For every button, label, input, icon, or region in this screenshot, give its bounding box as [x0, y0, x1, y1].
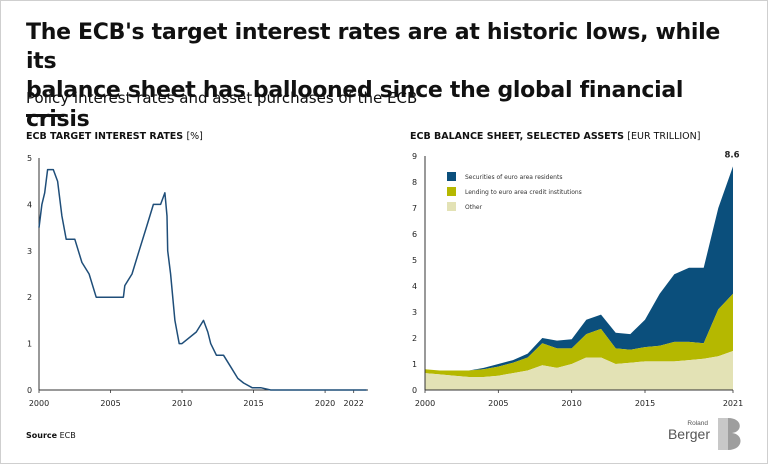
interest-y-tick-label: 3: [27, 247, 32, 256]
interest-y-tick-label: 1: [27, 340, 32, 349]
interest-x-tick-label: 2000: [29, 399, 49, 408]
balance-chart-unit: [EUR TRILLION]: [627, 131, 701, 142]
balance-y-tick-label: 4: [412, 282, 417, 291]
balance-x-tick-label: 2021: [723, 399, 743, 408]
balance-y-tick-label: 5: [412, 256, 417, 265]
balance-y-tick-label: 3: [412, 308, 417, 317]
legend-label: Lending to euro area credit institutions: [465, 189, 582, 196]
interest-y-tick-label: 5: [27, 154, 32, 163]
balance-y-tick-label: 6: [412, 230, 417, 239]
logo-roland: Roland: [687, 420, 708, 427]
interest-x-tick-label: 2010: [172, 399, 192, 408]
balance-x-tick-label: 2015: [635, 399, 655, 408]
balance-chart-title-text: ECB BALANCE SHEET, SELECTED ASSETS: [410, 131, 624, 142]
legend-label: Securities of euro area residents: [465, 174, 562, 181]
area-securities: [425, 166, 733, 371]
legend-label: Other: [465, 204, 483, 211]
source-value: ECB: [59, 431, 76, 440]
balance-y-tick-label: 7: [412, 204, 417, 213]
balance-x-tick-label: 2005: [488, 399, 508, 408]
page-title: The ECB's target interest rates are at h…: [26, 18, 746, 134]
balance-end-value-label: 8.6: [724, 150, 739, 160]
legend-swatch: [447, 172, 456, 181]
balance-y-tick-label: 1: [412, 360, 417, 369]
page-subtitle: Policy interest rates and asset purchase…: [26, 89, 418, 107]
balance-y-tick-label: 9: [412, 152, 417, 161]
balance-chart-title: ECB BALANCE SHEET, SELECTED ASSETS [EUR …: [410, 131, 700, 142]
interest-y-tick-label: 2: [27, 293, 32, 302]
roland-berger-logo-mark: [718, 418, 741, 450]
legend-swatch: [447, 202, 456, 211]
source-label: Source: [26, 431, 58, 440]
balance-y-tick-label: 0: [412, 386, 417, 395]
interest-x-tick-label: 2022: [344, 399, 364, 408]
title-line-1: The ECB's target interest rates are at h…: [26, 20, 721, 74]
title-line-2: balance sheet has ballooned since the gl…: [26, 78, 684, 132]
balance-x-tick-label: 2000: [415, 399, 435, 408]
title-underline: [26, 114, 64, 117]
interest-y-tick-label: 0: [27, 386, 32, 395]
balance-x-tick-label: 2010: [561, 399, 581, 408]
area-lending: [425, 293, 733, 377]
balance-y-tick-label: 8: [412, 178, 417, 187]
interest-x-tick-label: 2015: [243, 399, 263, 408]
interest-x-tick-label: 2005: [100, 399, 120, 408]
interest-x-tick-label: 2020: [315, 399, 335, 408]
interest-rate-line: [38, 168, 367, 391]
area-other: [425, 351, 733, 390]
logo-berger: Berger: [667, 426, 710, 442]
interest-chart-title-text: ECB TARGET INTEREST RATES: [26, 131, 184, 142]
source-note: Source ECB: [26, 431, 76, 440]
interest-chart-unit: [%]: [186, 131, 203, 142]
interest-chart-title: ECB TARGET INTEREST RATES [%]: [26, 131, 203, 142]
balance-y-tick-label: 2: [412, 334, 417, 343]
interest-y-tick-label: 4: [27, 200, 32, 209]
legend-swatch: [447, 187, 456, 196]
